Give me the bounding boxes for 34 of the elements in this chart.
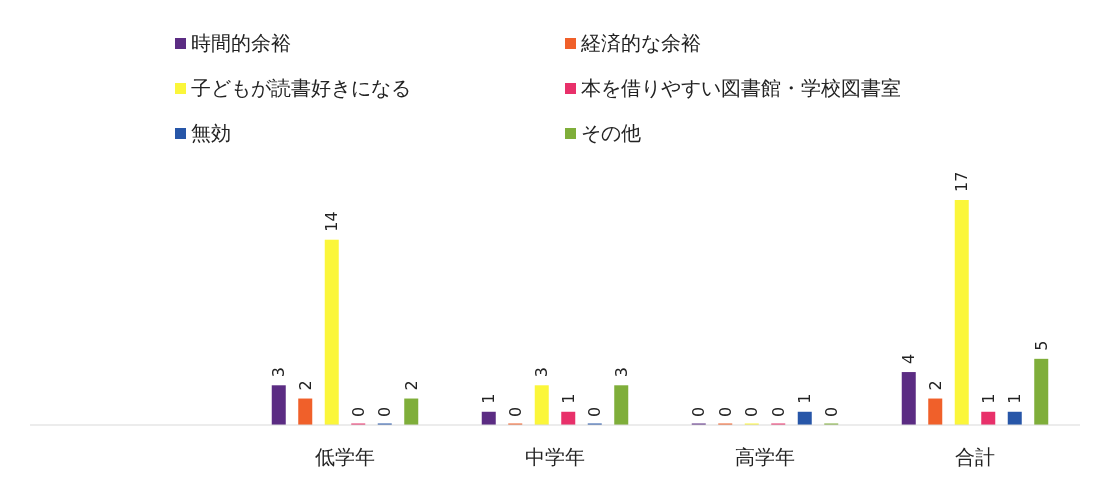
data-label: 4 [899, 353, 919, 365]
data-label: 0 [375, 406, 395, 417]
x-tick-label: 中学年 [525, 445, 585, 469]
legend-label: 無効 [191, 121, 231, 145]
data-label: 2 [401, 380, 421, 391]
data-label: 3 [611, 367, 631, 378]
data-label: 5 [1031, 340, 1051, 351]
data-label: 1 [479, 393, 499, 404]
data-label: 0 [715, 406, 735, 417]
x-tick-label: 低学年 [315, 445, 375, 469]
data-label: 2 [925, 380, 945, 391]
data-label: 1 [795, 393, 815, 404]
legend-label: 経済的な余裕 [580, 31, 701, 55]
data-label: 2 [295, 380, 315, 391]
legend-label: 本を借りやすい図書館・学校図書室 [581, 76, 901, 100]
x-tick-label: 合計 [955, 445, 995, 469]
data-label: 17 [952, 171, 972, 192]
legend-label: 子どもが読書好きになる [191, 76, 411, 100]
data-label: 1 [978, 393, 998, 404]
data-label: 14 [322, 211, 342, 232]
data-label: 0 [348, 406, 368, 417]
x-tick-label: 高学年 [735, 445, 795, 469]
data-label: 0 [742, 406, 762, 417]
data-label: 1 [558, 393, 578, 404]
data-label: 3 [532, 367, 552, 378]
data-label: 3 [269, 367, 289, 378]
legend-label: その他 [581, 121, 641, 145]
legend-label: 時間的余裕 [191, 31, 291, 55]
data-label: 0 [585, 406, 605, 417]
data-label: 0 [689, 406, 709, 417]
data-label: 0 [505, 406, 525, 417]
data-label: 0 [821, 406, 841, 417]
data-label: 1 [1005, 393, 1025, 404]
data-label: 0 [768, 406, 788, 417]
